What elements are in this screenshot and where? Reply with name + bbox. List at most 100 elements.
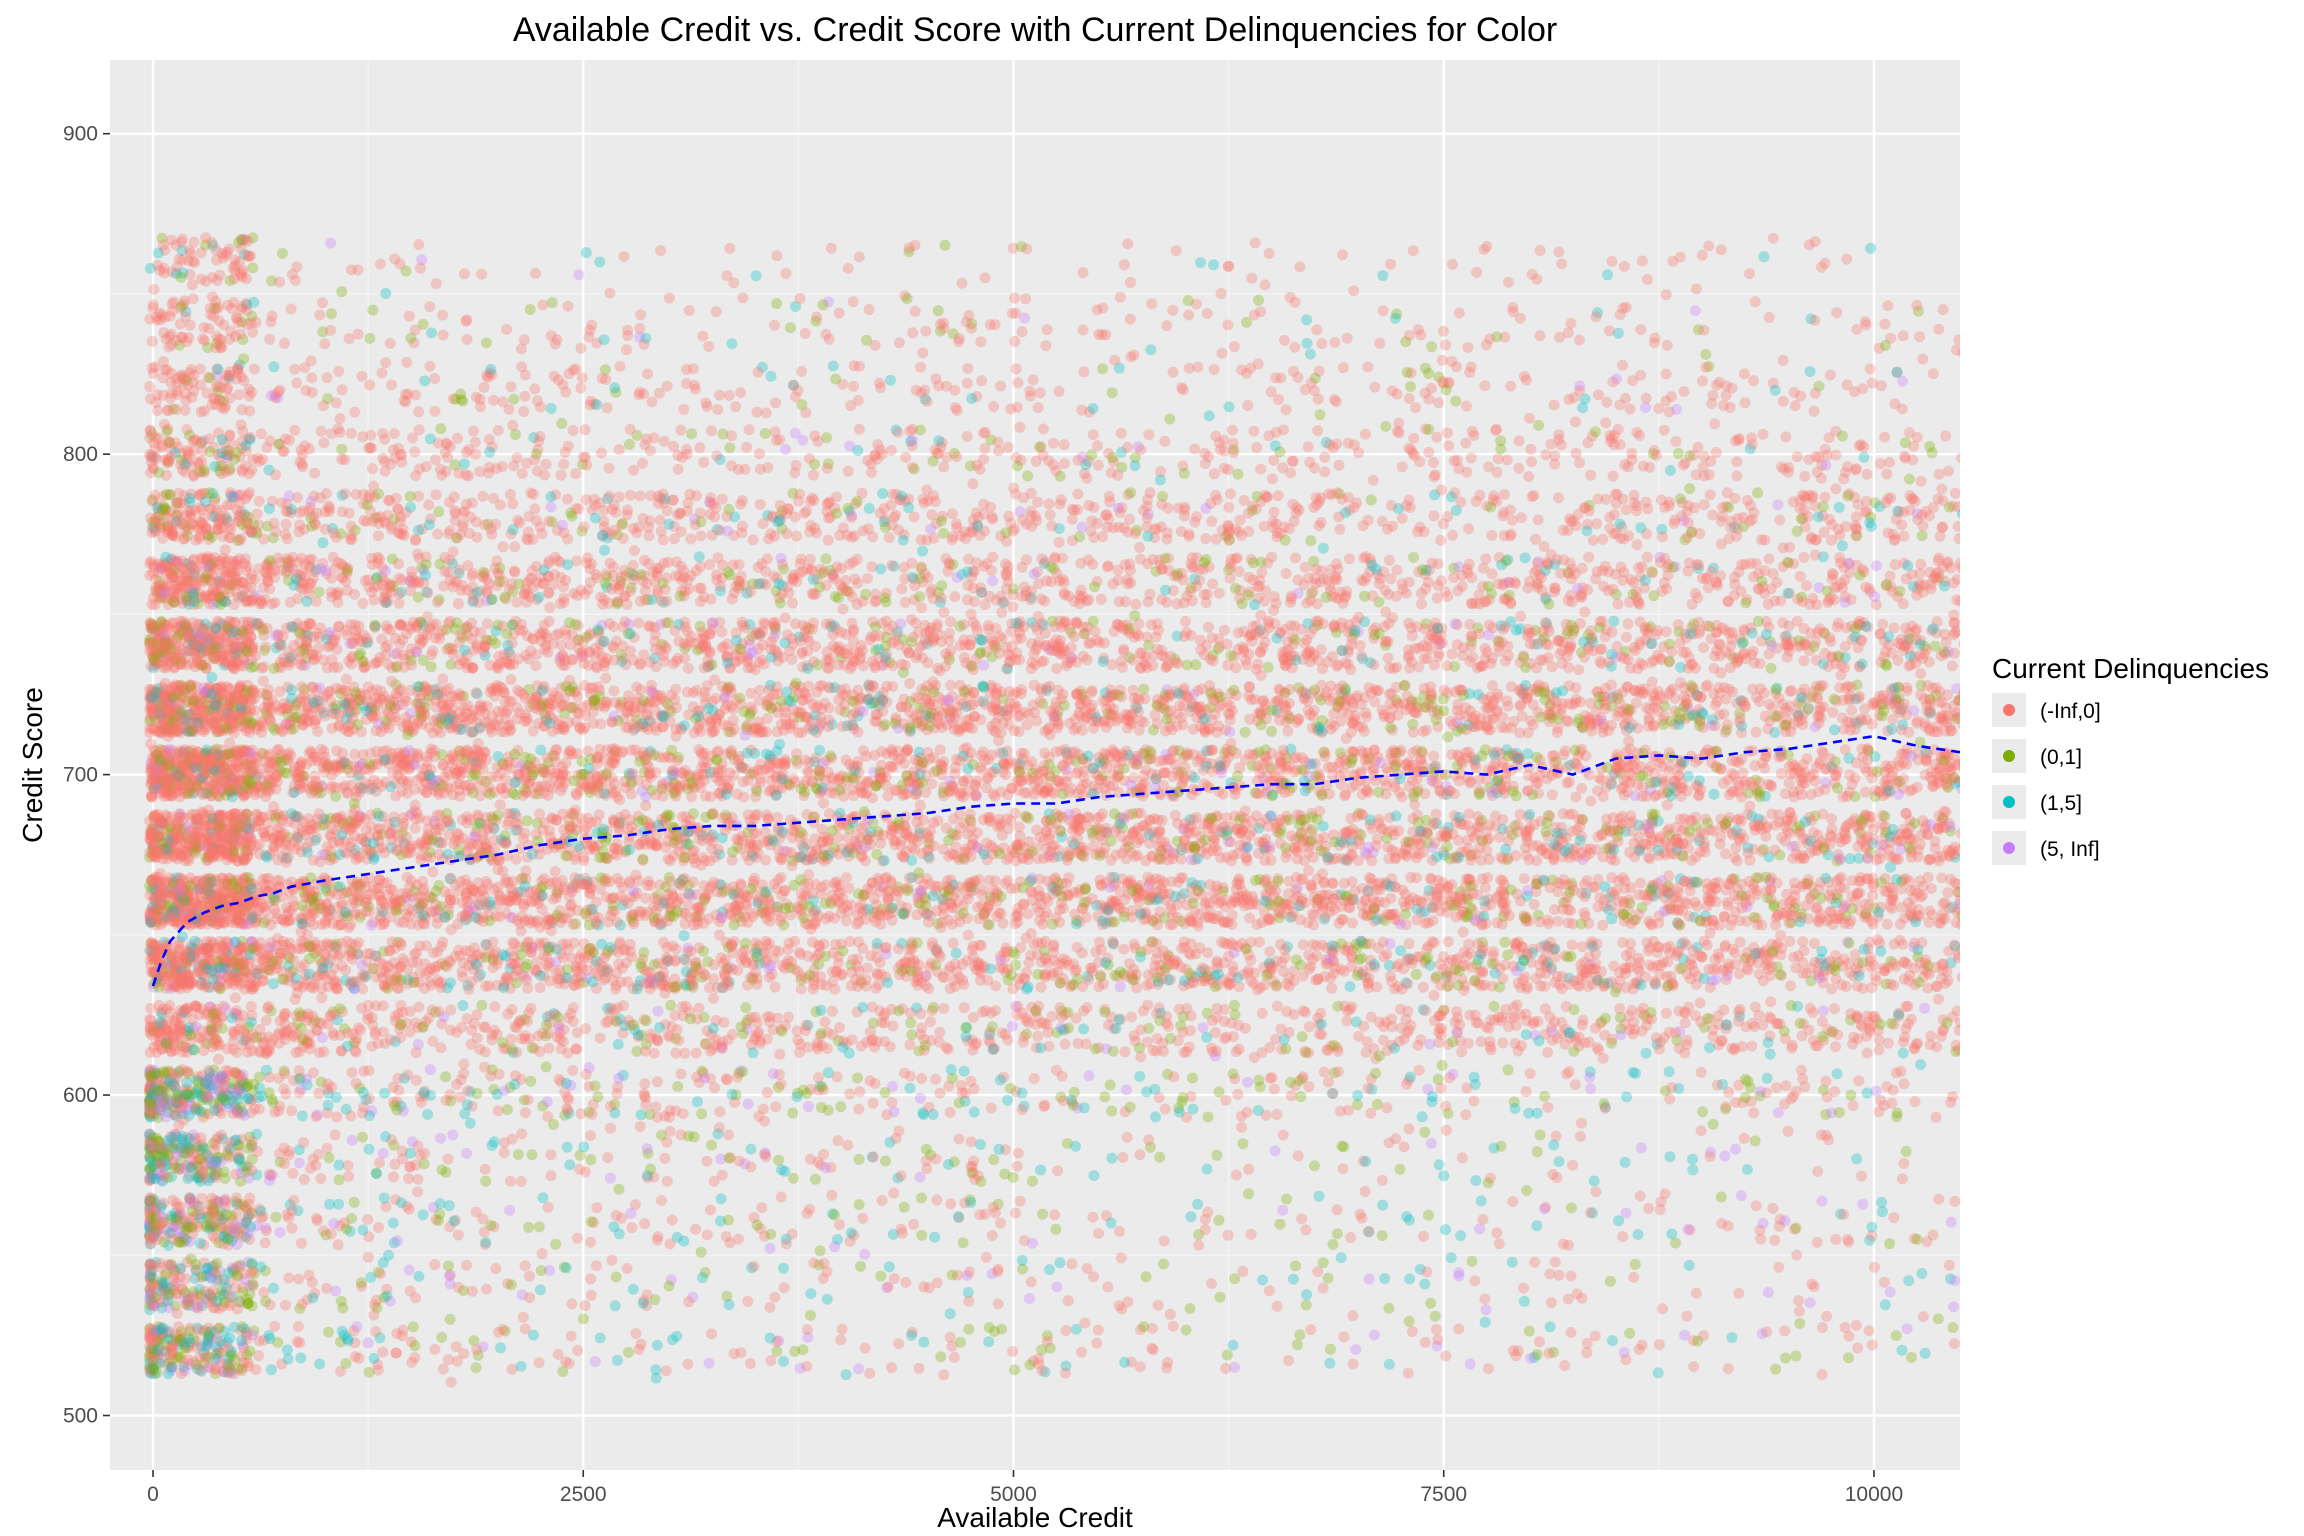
data-point: [1719, 1150, 1731, 1162]
data-point: [144, 1330, 156, 1341]
data-point: [145, 1263, 157, 1275]
data-point: [1440, 1100, 1452, 1112]
data-point: [145, 1368, 157, 1379]
data-point: [950, 947, 962, 959]
data-point: [362, 1214, 374, 1225]
data-point: [604, 1172, 616, 1184]
data-point: [257, 1211, 269, 1223]
data-point: [1852, 1342, 1864, 1354]
data-point: [159, 1288, 171, 1300]
data-point: [303, 1269, 315, 1281]
data-point: [1666, 1228, 1678, 1240]
data-point: [780, 1238, 792, 1250]
data-point: [1539, 980, 1551, 992]
data-point: [618, 1000, 629, 1012]
data-point: [534, 982, 546, 993]
data-point: [185, 1162, 197, 1174]
data-point: [147, 1347, 159, 1359]
data-point: [1051, 1281, 1063, 1293]
data-point: [525, 1002, 537, 1014]
data-point: [560, 1356, 572, 1368]
data-point: [1066, 1258, 1078, 1270]
data-point: [1521, 983, 1533, 995]
data-point: [1507, 1196, 1519, 1207]
data-point: [1518, 954, 1529, 966]
data-point: [800, 1020, 812, 1031]
data-point: [236, 941, 248, 953]
data-point: [1197, 1022, 1209, 1034]
data-point: [218, 1000, 229, 1012]
data-point: [155, 1261, 167, 1273]
data-point: [165, 1341, 177, 1353]
data-point: [1052, 1165, 1064, 1177]
data-point: [495, 1342, 506, 1354]
data-point: [225, 1136, 237, 1148]
data-point: [552, 1348, 564, 1360]
data-point: [1931, 981, 1943, 992]
data-point: [621, 1263, 633, 1274]
data-point: [1271, 1000, 1283, 1012]
data-point: [818, 1257, 830, 1269]
data-point: [336, 1325, 348, 1337]
data-point: [1502, 1064, 1514, 1076]
data-point: [203, 1064, 215, 1076]
data-point: [1482, 1363, 1494, 1375]
data-point: [908, 1218, 920, 1230]
data-point: [310, 1111, 322, 1123]
data-point: [194, 1289, 206, 1301]
data-point: [200, 1270, 212, 1282]
data-point: [444, 1278, 456, 1290]
data-point: [1739, 1073, 1751, 1085]
data-point: [232, 1271, 244, 1283]
data-point: [362, 1009, 374, 1021]
data-point: [235, 1324, 247, 1336]
data-point: [1141, 1036, 1153, 1048]
data-point: [1847, 1100, 1859, 1111]
data-point: [946, 1340, 958, 1352]
data-point: [1660, 1007, 1672, 1019]
data-point: [1150, 1111, 1161, 1123]
data-point: [163, 1357, 175, 1369]
data-point: [812, 1043, 824, 1055]
data-point: [498, 982, 510, 994]
data-point: [594, 1032, 606, 1044]
data-point: [1239, 1022, 1251, 1034]
data-point: [144, 1332, 156, 1344]
data-point: [498, 1085, 510, 1097]
data-point: [1487, 950, 1499, 962]
data-point: [168, 1270, 180, 1282]
data-point: [166, 1132, 178, 1144]
data-point: [1042, 1330, 1053, 1342]
data-point: [342, 1027, 354, 1039]
data-point: [502, 1104, 513, 1116]
data-point: [829, 1209, 840, 1221]
data-point: [333, 1174, 345, 1186]
data-point: [163, 1302, 175, 1314]
data-point: [146, 1347, 158, 1359]
data-point: [295, 1237, 307, 1249]
data-point: [1843, 937, 1855, 949]
data-point: [1292, 1150, 1304, 1162]
data-point: [1092, 1324, 1104, 1336]
data-point: [870, 982, 882, 994]
data-point: [913, 1362, 925, 1374]
data-point: [1002, 1094, 1014, 1106]
data-point: [1494, 963, 1506, 974]
data-point: [247, 1329, 259, 1341]
data-point: [723, 1129, 734, 1141]
data-point: [1531, 1146, 1543, 1158]
data-point: [867, 1097, 879, 1109]
data-point: [1543, 1347, 1555, 1359]
data-point: [801, 1087, 813, 1099]
data-point: [934, 1087, 946, 1099]
data-point: [1177, 1011, 1189, 1023]
data-point: [765, 1355, 777, 1366]
data-point: [1843, 1352, 1854, 1364]
data-point: [1054, 1257, 1066, 1269]
data-point: [145, 1366, 157, 1378]
data-point: [391, 1328, 403, 1339]
data-point: [590, 1260, 602, 1272]
data-point: [1256, 1007, 1268, 1019]
data-point: [279, 1158, 290, 1170]
data-point: [175, 1336, 187, 1348]
